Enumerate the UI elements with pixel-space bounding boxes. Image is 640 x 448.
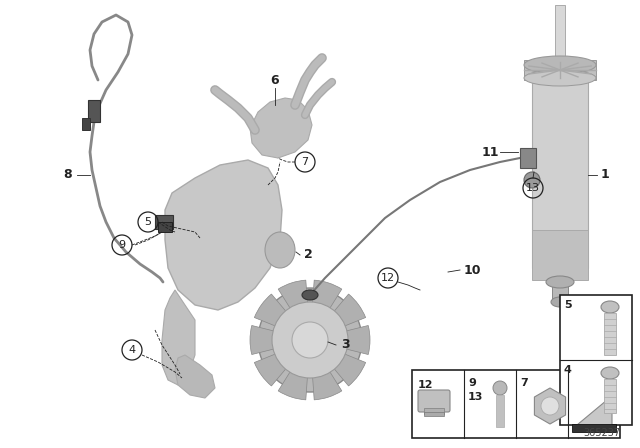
Text: 1: 1 (600, 168, 609, 181)
Text: 11: 11 (481, 146, 499, 159)
Polygon shape (577, 400, 612, 428)
Text: 4: 4 (129, 345, 136, 355)
Text: 13: 13 (526, 183, 540, 193)
Bar (604, 379, 616, 413)
Bar (520, 148, 536, 168)
Ellipse shape (302, 290, 318, 300)
Text: 5: 5 (564, 300, 572, 310)
Ellipse shape (265, 232, 295, 268)
Wedge shape (310, 326, 370, 354)
Ellipse shape (524, 56, 596, 74)
Ellipse shape (546, 276, 574, 288)
Circle shape (541, 397, 559, 415)
Bar (532, 78, 588, 268)
Text: 12: 12 (418, 380, 433, 390)
FancyBboxPatch shape (418, 390, 450, 412)
Text: 12: 12 (381, 273, 395, 283)
Wedge shape (254, 340, 310, 386)
Bar (412, 370, 620, 438)
Polygon shape (165, 160, 282, 310)
Bar (158, 222, 172, 232)
Wedge shape (310, 280, 342, 340)
Wedge shape (310, 340, 342, 400)
Polygon shape (250, 98, 312, 158)
Ellipse shape (601, 301, 619, 313)
Ellipse shape (551, 297, 569, 307)
Bar (424, 412, 444, 416)
Wedge shape (278, 280, 310, 340)
Bar (155, 215, 173, 229)
Text: 7: 7 (301, 157, 308, 167)
Text: 5: 5 (145, 217, 152, 227)
Circle shape (524, 172, 540, 188)
Bar (532, 230, 588, 280)
Circle shape (493, 381, 507, 395)
Bar (524, 60, 596, 80)
Wedge shape (310, 294, 365, 340)
Bar (82, 118, 90, 130)
Bar (424, 408, 444, 414)
Bar (604, 313, 616, 355)
Bar (555, 5, 565, 65)
Polygon shape (175, 355, 215, 398)
Text: 6: 6 (271, 73, 279, 86)
Text: 2: 2 (303, 249, 312, 262)
Text: 10: 10 (463, 263, 481, 276)
Ellipse shape (524, 70, 596, 86)
Wedge shape (250, 326, 310, 354)
Text: 365237: 365237 (583, 428, 620, 438)
Text: 13: 13 (468, 392, 483, 402)
Circle shape (258, 288, 362, 392)
Wedge shape (278, 340, 310, 400)
Ellipse shape (601, 367, 619, 379)
Bar (496, 395, 504, 427)
Text: 8: 8 (64, 168, 72, 181)
Bar (560, 295, 632, 425)
Wedge shape (254, 294, 310, 340)
Bar (88, 100, 100, 122)
Bar (552, 282, 568, 302)
Polygon shape (162, 290, 195, 385)
Circle shape (272, 302, 348, 378)
Text: 4: 4 (564, 365, 572, 375)
Text: 9: 9 (468, 378, 476, 388)
Text: 7: 7 (520, 378, 528, 388)
Circle shape (292, 322, 328, 358)
Bar (572, 424, 616, 432)
Text: 3: 3 (340, 339, 349, 352)
Wedge shape (310, 340, 365, 386)
Text: 9: 9 (118, 240, 125, 250)
